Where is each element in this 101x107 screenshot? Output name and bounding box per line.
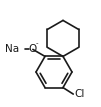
Text: O: O	[29, 44, 37, 54]
Text: Cl: Cl	[75, 89, 85, 99]
Text: Na: Na	[5, 44, 19, 54]
Text: -: -	[36, 40, 39, 46]
